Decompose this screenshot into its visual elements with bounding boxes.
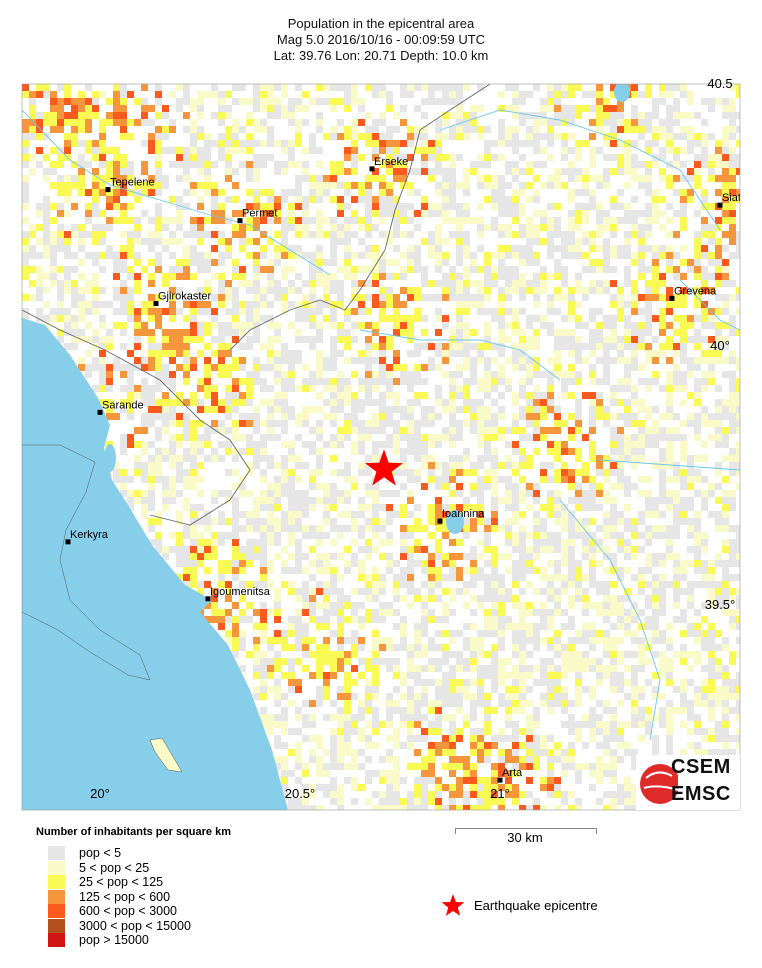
legend-label: 25 < pop < 125	[79, 875, 164, 889]
emsc-logo: CSEM EMSC	[636, 755, 740, 810]
borders-rivers	[22, 84, 740, 741]
map-frame	[21, 83, 741, 811]
lon-tick-label: 21°	[490, 786, 510, 801]
city-markers: Argos Orestikon Erseke Tepelene Permet Siat G…	[65, 63, 740, 783]
lake-pamvotida	[446, 510, 464, 534]
lat-tick-label: 40.5	[707, 76, 732, 91]
city-gjirokaster: Gjirokaster	[153, 291, 212, 307]
event-info: Mag 5.0 2016/10/16 - 00:09:59 UTC	[276, 32, 486, 47]
city-erseke: Erseke	[369, 156, 408, 172]
legend-label: 125 < pop < 600	[79, 889, 171, 904]
legend-label: pop < 5	[79, 846, 122, 860]
legend-swatch	[48, 904, 65, 918]
legend-label: pop > 15000	[79, 933, 149, 947]
city-arta: Arta	[497, 767, 523, 783]
legend-label: 600 < pop < 3000	[79, 904, 178, 918]
legend-label: 3000 < pop < 15000	[79, 918, 191, 933]
city-igoumenitsa: Igoumenitsa	[205, 586, 271, 602]
legend-swatch	[48, 875, 65, 889]
rivers	[22, 109, 740, 741]
logo-text-bottom: EMSC	[671, 783, 731, 805]
lat-tick-label: 39.5°	[705, 597, 736, 612]
star-icon	[441, 894, 465, 916]
population-grid	[22, 84, 740, 810]
legend-swatch	[48, 889, 65, 904]
lake-orestiada	[614, 84, 630, 102]
epicentre-legend-label: Earthquake epicentre	[474, 897, 598, 913]
scale-bar	[455, 828, 597, 834]
legend-item: 600 < pop < 3000	[48, 904, 177, 918]
lon-tick-label: 20.5°	[285, 786, 316, 801]
legend-swatch	[48, 860, 65, 875]
graticule-labels: 20° 20.5° 21° 40.5 40° 39.5°	[90, 76, 735, 801]
legend-item: pop < 5	[48, 846, 121, 860]
logo-text-top: CSEM	[671, 756, 731, 778]
city-ioannina: Ioannina	[437, 508, 485, 524]
legend-item: 5 < pop < 25	[48, 860, 150, 875]
figure-title: Population in the epicentral area	[287, 16, 475, 31]
sea	[22, 84, 630, 810]
legend-swatch	[48, 933, 65, 947]
legend-swatch	[48, 918, 65, 933]
city-kerkyra: Kerkyra	[65, 529, 109, 545]
epicentre-star-icon	[365, 449, 403, 486]
lon-tick-label: 20°	[90, 786, 110, 801]
event-location: Lat: 39.76 Lon: 20.71 Depth: 10.0 km	[273, 48, 489, 63]
legend-item: 3000 < pop < 15000	[48, 918, 191, 933]
national-border	[22, 84, 491, 526]
city-siat: Siat	[717, 192, 740, 208]
epicentre-legend: Earthquake epicentre	[440, 892, 598, 918]
ionian-sea	[22, 318, 288, 810]
legend-label: 5 < pop < 25	[79, 860, 150, 875]
city-argos-orestikon: Argos Orestikon	[606, 63, 689, 79]
legend-item: 125 < pop < 600	[48, 889, 171, 904]
legend-swatch	[48, 846, 65, 860]
lake-butrint	[104, 444, 116, 472]
scale-label: 30 km	[507, 830, 543, 845]
legend-title: Number of inhabitants per square km	[36, 826, 231, 838]
city-tepelene: Tepelene	[105, 177, 155, 193]
city-sarande: Sarande	[97, 399, 144, 415]
globe-icon	[640, 764, 678, 804]
city-permet: Permet	[237, 208, 277, 224]
city-grevena: Grevena	[669, 285, 717, 301]
legend-item: 25 < pop < 125	[48, 875, 163, 889]
paxos-island	[149, 737, 183, 773]
legend-item: pop > 15000	[48, 933, 149, 947]
lat-tick-label: 40°	[710, 338, 730, 353]
